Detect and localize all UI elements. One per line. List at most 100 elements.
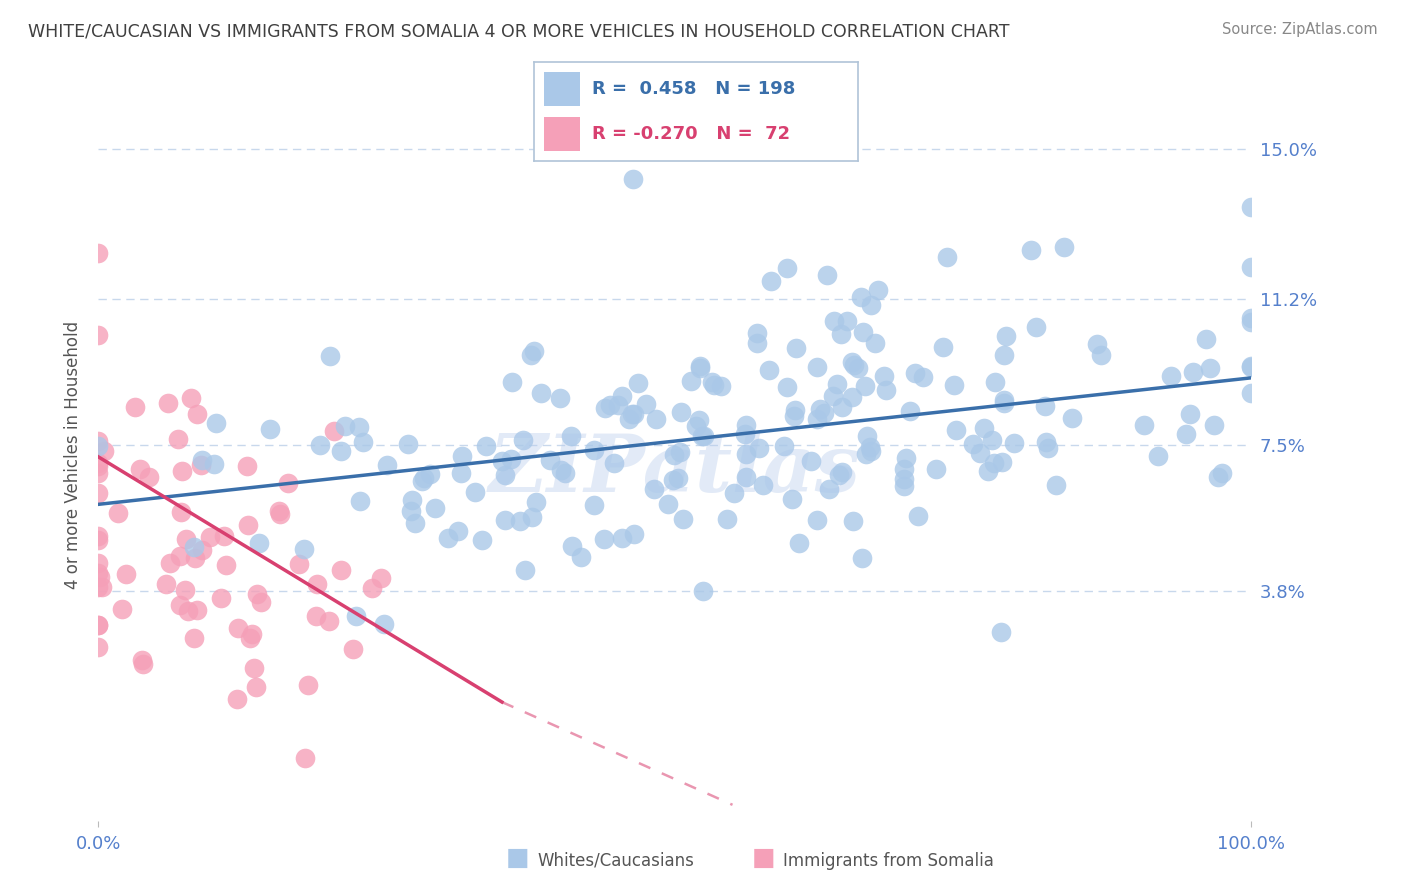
Point bbox=[277, 476, 299, 491]
Point bbox=[759, 274, 782, 288]
Point bbox=[703, 378, 725, 392]
Point bbox=[582, 498, 605, 512]
Point bbox=[1033, 399, 1056, 413]
Bar bbox=[544, 72, 579, 105]
Point bbox=[464, 485, 486, 500]
Point bbox=[186, 407, 208, 421]
Point bbox=[523, 343, 546, 358]
Point bbox=[247, 536, 270, 550]
Point bbox=[1002, 435, 1025, 450]
Point bbox=[984, 375, 1007, 389]
Point bbox=[716, 511, 738, 525]
Point bbox=[90, 580, 112, 594]
Point bbox=[981, 434, 1004, 448]
Point bbox=[292, 542, 315, 557]
Point bbox=[806, 411, 828, 425]
Point bbox=[1090, 348, 1112, 362]
Point bbox=[396, 436, 419, 450]
Point bbox=[821, 389, 844, 403]
Point bbox=[520, 510, 543, 524]
Point bbox=[87, 533, 110, 548]
Point bbox=[1240, 315, 1263, 329]
Point bbox=[692, 583, 714, 598]
Point bbox=[993, 395, 1015, 409]
Point bbox=[582, 443, 605, 458]
Point bbox=[561, 539, 583, 553]
Point bbox=[977, 464, 1000, 478]
Point bbox=[1240, 260, 1263, 274]
Point bbox=[1240, 359, 1263, 374]
Point bbox=[318, 614, 340, 628]
Text: ■: ■ bbox=[506, 846, 530, 870]
Point bbox=[172, 464, 194, 478]
Point bbox=[1195, 332, 1218, 346]
Text: WHITE/CAUCASIAN VS IMMIGRANTS FROM SOMALIA 4 OR MORE VEHICLES IN HOUSEHOLD CORRE: WHITE/CAUCASIAN VS IMMIGRANTS FROM SOMAL… bbox=[28, 22, 1010, 40]
Point bbox=[745, 335, 768, 350]
Point bbox=[925, 462, 948, 476]
Point bbox=[990, 624, 1012, 639]
Point bbox=[775, 260, 797, 275]
Point bbox=[249, 595, 271, 609]
Point bbox=[898, 404, 921, 418]
Point bbox=[1211, 466, 1233, 480]
Point bbox=[758, 363, 780, 377]
Y-axis label: 4 or more Vehicles in Household: 4 or more Vehicles in Household bbox=[63, 321, 82, 589]
Point bbox=[245, 680, 267, 694]
Point bbox=[849, 290, 872, 304]
Point bbox=[689, 413, 711, 427]
Point bbox=[512, 433, 534, 447]
Point bbox=[734, 427, 756, 442]
Point bbox=[297, 678, 319, 692]
Point bbox=[269, 507, 291, 521]
Point bbox=[868, 284, 890, 298]
Point bbox=[896, 450, 918, 465]
Point bbox=[115, 567, 138, 582]
Point bbox=[593, 532, 616, 546]
Point bbox=[202, 457, 225, 471]
Point bbox=[664, 448, 686, 462]
Point bbox=[1199, 361, 1222, 376]
Point bbox=[661, 473, 683, 487]
Point bbox=[190, 542, 212, 557]
Point bbox=[335, 419, 357, 434]
Point bbox=[723, 486, 745, 500]
Point bbox=[735, 446, 758, 460]
Point bbox=[1178, 407, 1201, 421]
Point bbox=[808, 402, 831, 417]
Point bbox=[806, 513, 828, 527]
Point bbox=[87, 556, 110, 570]
Point bbox=[1025, 319, 1047, 334]
Point bbox=[936, 250, 959, 264]
Point bbox=[190, 458, 212, 472]
Point bbox=[226, 621, 249, 635]
Point bbox=[346, 609, 368, 624]
Point bbox=[87, 327, 110, 342]
Point bbox=[107, 506, 129, 520]
Point bbox=[846, 361, 869, 376]
Point bbox=[156, 395, 179, 409]
Point bbox=[1045, 477, 1067, 491]
Point bbox=[856, 428, 879, 442]
Point bbox=[87, 640, 110, 654]
Point bbox=[685, 419, 707, 434]
Point bbox=[932, 339, 955, 353]
Point bbox=[554, 467, 576, 481]
Point bbox=[375, 458, 398, 472]
Point bbox=[475, 439, 498, 453]
Point bbox=[860, 298, 883, 312]
Point bbox=[643, 482, 665, 496]
Point bbox=[494, 468, 516, 483]
Point bbox=[851, 551, 873, 566]
Point bbox=[304, 609, 326, 624]
Point bbox=[352, 435, 374, 450]
Point bbox=[841, 355, 863, 369]
Point bbox=[842, 358, 865, 372]
Point bbox=[828, 467, 851, 482]
Point bbox=[138, 470, 160, 484]
Point bbox=[612, 532, 634, 546]
Point bbox=[183, 631, 205, 645]
Point bbox=[124, 401, 146, 415]
Point bbox=[87, 618, 110, 632]
Point bbox=[329, 563, 352, 577]
Point bbox=[990, 455, 1012, 469]
